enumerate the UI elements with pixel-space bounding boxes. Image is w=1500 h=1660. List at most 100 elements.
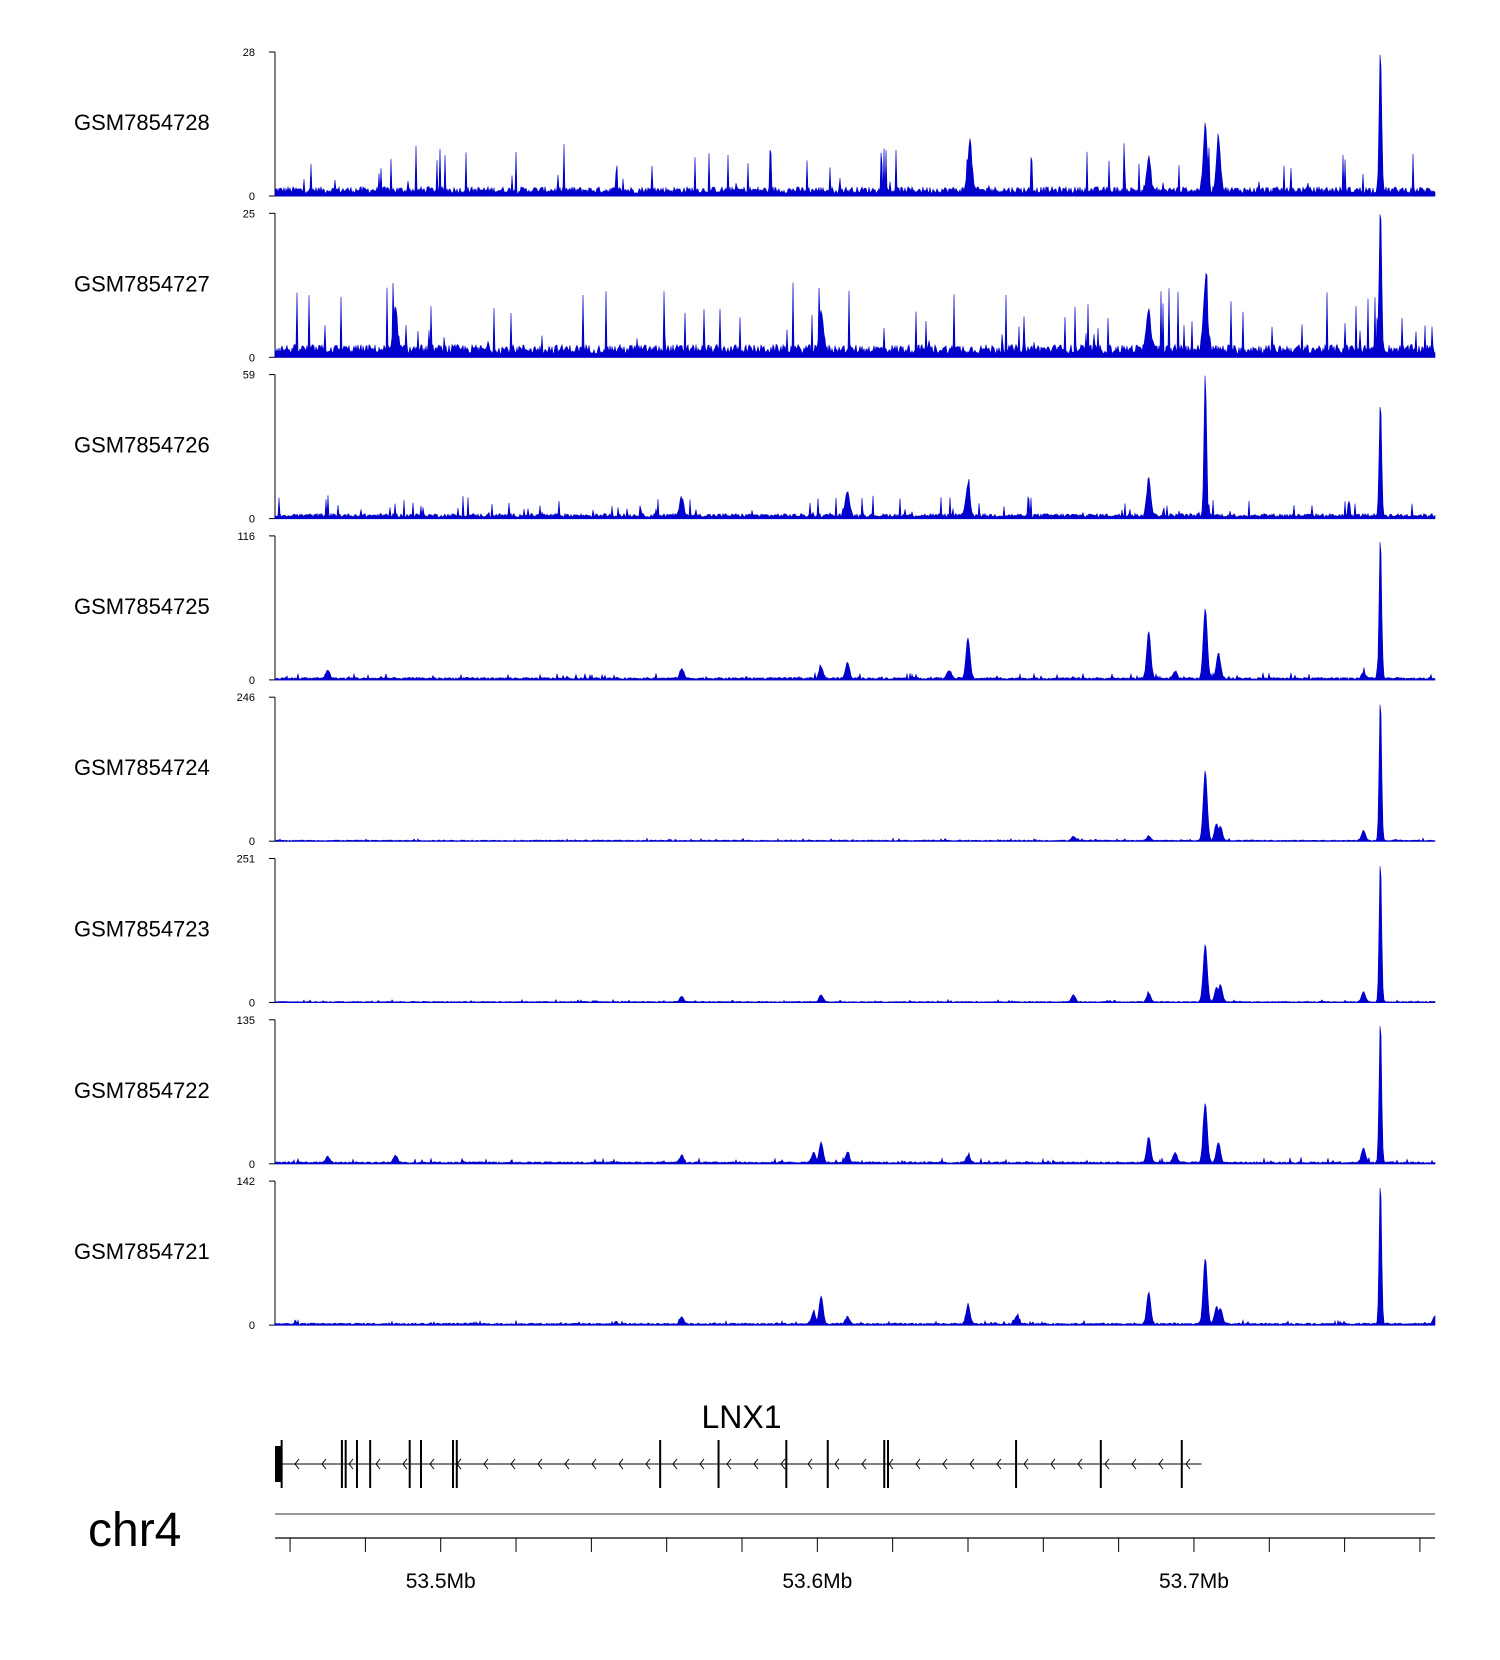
strand-arrow: [1131, 1458, 1137, 1470]
track-gsm7854724: GSM7854724 246 0: [74, 692, 1436, 848]
gene-exon: [452, 1440, 455, 1488]
y-min-label: 0: [249, 836, 255, 848]
strand-arrow: [807, 1458, 813, 1470]
y-max-label: 28: [243, 47, 255, 59]
track-gsm7854721: GSM7854721 142 0: [74, 1176, 1436, 1332]
y-min-label: 0: [249, 514, 255, 526]
strand-arrow: [591, 1458, 597, 1470]
y-max-label: 251: [237, 854, 255, 866]
gene-exon: [369, 1440, 372, 1488]
track-label: GSM7854721: [74, 1239, 210, 1264]
gene-track: LNX1: [275, 1399, 1202, 1488]
strand-arrow: [996, 1458, 1002, 1470]
gene-exon: [1015, 1440, 1018, 1488]
strand-arrow: [1185, 1458, 1191, 1470]
strand-arrow: [672, 1458, 678, 1470]
gene-exon: [280, 1440, 283, 1488]
axis-tick-label: 53.5Mb: [406, 1570, 476, 1593]
track-label: GSM7854724: [74, 755, 210, 780]
y-min-label: 0: [249, 352, 255, 364]
y-min-label: 0: [249, 191, 255, 203]
gene-exon: [826, 1440, 829, 1488]
strand-arrow: [753, 1458, 759, 1470]
track-label: GSM7854726: [74, 433, 210, 458]
strand-arrow: [321, 1458, 327, 1470]
signal-tracks: GSM7854728280GSM7854727250GSM7854726590G…: [74, 47, 1436, 1332]
gene-utr-block: [275, 1446, 282, 1482]
signal-area: [274, 54, 1436, 197]
track-label: GSM7854728: [74, 110, 210, 135]
strand-arrow: [726, 1458, 732, 1470]
strand-arrow: [429, 1458, 435, 1470]
track-label: GSM7854723: [74, 917, 210, 942]
track-gsm7854726: GSM7854726 59 0: [74, 370, 1436, 526]
strand-arrow: [834, 1458, 840, 1470]
signal-area: [274, 1026, 1436, 1165]
chromosome-label: chr4: [88, 1504, 181, 1557]
gene-exon: [887, 1440, 890, 1488]
strand-arrow: [1158, 1458, 1164, 1470]
signal-area: [274, 375, 1436, 519]
gene-exon: [420, 1440, 422, 1488]
y-min-label: 0: [249, 675, 255, 687]
gene-exon: [1099, 1440, 1102, 1488]
strand-arrow: [780, 1458, 786, 1470]
strand-arrow: [969, 1458, 975, 1470]
strand-arrow: [618, 1458, 624, 1470]
y-max-label: 142: [237, 1176, 255, 1188]
signal-area: [274, 1187, 1436, 1326]
strand-arrow: [564, 1458, 570, 1470]
genome-axis: chr4 53.5Mb 53.6Mb 53.7Mb: [88, 1504, 1435, 1593]
y-max-label: 246: [237, 692, 255, 704]
y-min-label: 0: [249, 1320, 255, 1332]
strand-arrow: [510, 1458, 516, 1470]
strand-arrow: [294, 1458, 300, 1470]
track-gsm7854723: GSM7854723 251 0: [74, 854, 1436, 1010]
strand-arrow: [375, 1458, 381, 1470]
strand-arrow: [402, 1458, 408, 1470]
signal-area: [274, 866, 1436, 1003]
axis-tick-label: 53.7Mb: [1159, 1570, 1229, 1593]
y-max-label: 25: [243, 208, 255, 220]
track-gsm7854728: GSM7854728 28 0: [74, 47, 1436, 203]
signal-area: [274, 542, 1436, 681]
track-label: GSM7854725: [74, 594, 210, 619]
gene-exon: [340, 1440, 343, 1488]
strand-arrow: [1023, 1458, 1029, 1470]
track-label: GSM7854727: [74, 271, 210, 296]
strand-arrow: [861, 1458, 867, 1470]
strand-arrow: [645, 1458, 651, 1470]
strand-arrow: [942, 1458, 948, 1470]
signal-area: [274, 704, 1436, 842]
strand-arrow: [483, 1458, 489, 1470]
strand-arrow: [915, 1458, 921, 1470]
strand-arrow: [1104, 1458, 1110, 1470]
track-gsm7854725: GSM7854725 116 0: [74, 531, 1436, 687]
gene-exon: [1180, 1440, 1183, 1488]
strand-arrow: [1050, 1458, 1056, 1470]
strand-arrow: [537, 1458, 543, 1470]
y-min-label: 0: [249, 1159, 255, 1171]
gene-name-label: LNX1: [702, 1399, 782, 1435]
strand-arrow: [699, 1458, 705, 1470]
y-max-label: 59: [243, 370, 255, 382]
gene-exon: [344, 1440, 347, 1488]
gene-exon: [408, 1440, 411, 1488]
strand-arrow: [348, 1458, 354, 1470]
track-gsm7854727: GSM7854727 25 0: [74, 208, 1436, 364]
gene-exon: [785, 1440, 788, 1488]
y-max-label: 135: [237, 1015, 255, 1027]
signal-area: [274, 214, 1436, 358]
gene-exon: [455, 1440, 458, 1488]
axis-tick-label: 53.6Mb: [782, 1570, 852, 1593]
gene-exon: [883, 1440, 886, 1488]
gene-exon: [355, 1440, 358, 1488]
y-min-label: 0: [249, 998, 255, 1010]
track-gsm7854722: GSM7854722 135 0: [74, 1015, 1436, 1171]
gene-exon: [659, 1440, 662, 1488]
y-max-label: 116: [237, 531, 255, 543]
strand-arrow: [1077, 1458, 1083, 1470]
gene-exon: [717, 1440, 720, 1488]
track-label: GSM7854722: [74, 1078, 210, 1103]
